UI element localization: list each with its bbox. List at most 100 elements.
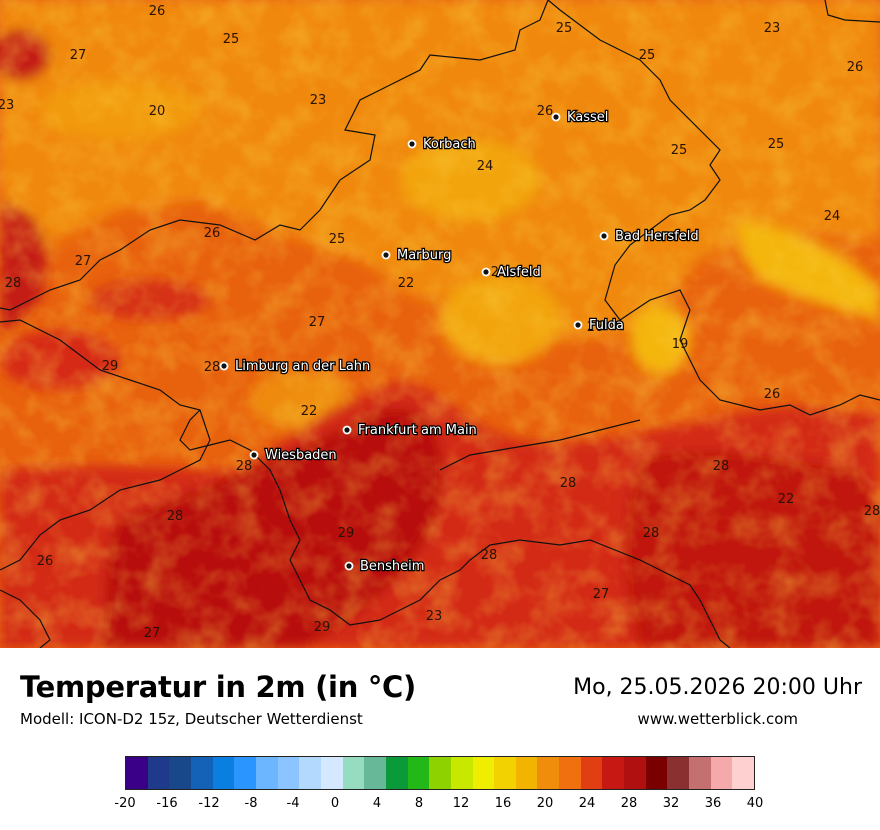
temperature-value: 29	[338, 526, 355, 541]
color-scale-cell	[624, 757, 646, 789]
color-scale-cell	[407, 757, 430, 789]
city-label: Marburg	[397, 248, 451, 263]
state-borders	[0, 0, 880, 648]
temperature-value: 26	[847, 60, 864, 75]
color-scale-tick: 20	[536, 796, 554, 811]
temperature-value: 22	[398, 276, 415, 291]
temperature-value: 28	[481, 548, 498, 563]
website-link[interactable]: www.wetterblick.com	[637, 710, 798, 728]
color-scale-cell	[710, 757, 733, 789]
color-scale-cell	[147, 757, 170, 789]
city-dot	[249, 450, 259, 460]
temperature-value: 23	[310, 93, 327, 108]
temperature-value: 27	[144, 626, 161, 641]
color-scale-cell	[450, 757, 473, 789]
city-marker[interactable]: Fulda	[573, 317, 625, 334]
color-scale-cell	[385, 757, 408, 789]
temperature-value: 26	[149, 4, 166, 19]
city-dot	[551, 112, 561, 122]
city-marker[interactable]: Alsfeld	[481, 264, 542, 281]
city-dot	[407, 139, 417, 149]
city-label: Limburg an der Lahn	[235, 359, 370, 374]
color-scale-cell	[190, 757, 213, 789]
temperature-value: 23	[764, 21, 781, 36]
city-label: Fulda	[589, 318, 624, 333]
city-marker[interactable]: Marburg	[381, 247, 453, 264]
temperature-value: 27	[593, 587, 610, 602]
temperature-value: 28	[713, 459, 730, 474]
temperature-map[interactable]: 26 25 27 25 23 25 26 23 20 23 26 25 25 24 24 26 25 27 28 22…	[0, 0, 880, 648]
city-marker[interactable]: Kassel	[551, 109, 610, 126]
temperature-value: 28	[643, 526, 660, 541]
temperature-value: 26	[37, 554, 54, 569]
city-markers: Kassel Korbach Bad Hersfeld Marburg Alsfeld F…	[219, 109, 700, 575]
temperature-value: 29	[314, 620, 331, 635]
color-scale-tick: 36	[704, 796, 722, 811]
color-scale-cell	[602, 757, 625, 789]
city-label: Alsfeld	[497, 265, 541, 280]
city-marker[interactable]: Korbach	[407, 136, 477, 153]
temperature-values: 26 25 27 25 23 25 26 23 20 23 26 25 25 24 24 26 25 27 28 22…	[0, 4, 880, 641]
color-scale-cell	[234, 757, 256, 789]
temperature-value: 24	[824, 209, 841, 224]
city-label: Frankfurt am Main	[358, 423, 477, 438]
city-marker[interactable]: Bensheim	[344, 558, 426, 575]
color-scale-cell	[126, 757, 148, 789]
color-scale-cell	[364, 757, 386, 789]
city-dot	[573, 320, 583, 330]
color-scale-cell	[255, 757, 278, 789]
color-scale-cell	[429, 757, 451, 789]
color-scale-cell	[559, 757, 581, 789]
city-dot	[381, 250, 391, 260]
temperature-value: 25	[329, 232, 346, 247]
color-scale-tick: -16	[156, 796, 178, 811]
color-scale-tick: 4	[372, 796, 382, 811]
color-scale-tick: 8	[414, 796, 424, 811]
color-scale-tick: 24	[578, 796, 596, 811]
legend-panel: Temperatur in 2m (in °C) Modell: ICON-D2…	[0, 648, 880, 830]
color-scale-cell	[277, 757, 300, 789]
color-scale-cell	[537, 757, 560, 789]
city-dot	[344, 561, 354, 571]
temperature-value: 26	[764, 387, 781, 402]
temperature-value: 28	[204, 360, 221, 375]
color-scale-tick: 0	[330, 796, 340, 811]
temperature-value: 25	[223, 32, 240, 47]
temperature-value: 20	[149, 104, 166, 119]
color-scale-tick: -20	[114, 796, 136, 811]
city-label: Bensheim	[360, 559, 424, 574]
city-marker[interactable]: Frankfurt am Main	[342, 422, 478, 439]
temperature-value: 28	[864, 504, 880, 519]
temperature-value: 27	[309, 315, 326, 330]
color-scale-ticks: -20 -16 -12 -8 -4 0 4 8 12 16 20 24 28 32 36 40	[114, 796, 763, 816]
city-marker[interactable]: Bad Hersfeld	[599, 228, 700, 245]
temperature-value: 23	[426, 609, 443, 624]
color-scale-cell	[580, 757, 603, 789]
color-scale-tick: 28	[620, 796, 638, 811]
temperature-value: 22	[301, 404, 318, 419]
color-scale-tick: 12	[452, 796, 470, 811]
temperature-value: 25	[491, 265, 508, 280]
valid-datetime: Mo, 25.05.2026 20:00 Uhr	[573, 675, 862, 700]
color-scale-cell	[342, 757, 365, 789]
temperature-value: 25	[768, 137, 785, 152]
color-scale-bar	[125, 756, 755, 790]
city-marker[interactable]: Limburg an der Lahn	[219, 358, 372, 375]
temperature-value: 23	[0, 98, 14, 113]
temperature-value: 26	[537, 104, 554, 119]
city-label: Bad Hersfeld	[615, 229, 699, 244]
color-scale-tick: 16	[494, 796, 512, 811]
color-scale-cell	[299, 757, 321, 789]
city-label: Korbach	[423, 137, 476, 152]
temperature-value: 24	[477, 159, 494, 174]
temperature-value: 27	[75, 254, 92, 269]
temperature-value: 19	[672, 337, 689, 352]
color-scale-tick: 40	[746, 796, 764, 811]
temperature-value: 26	[204, 226, 221, 241]
color-scale-tick: -8	[244, 796, 258, 811]
temperature-value: 22	[778, 492, 795, 507]
color-scale-cell	[472, 757, 495, 789]
temperature-value: 28	[5, 276, 22, 291]
color-scale-cell	[645, 757, 668, 789]
city-marker[interactable]: Wiesbaden	[249, 447, 338, 464]
